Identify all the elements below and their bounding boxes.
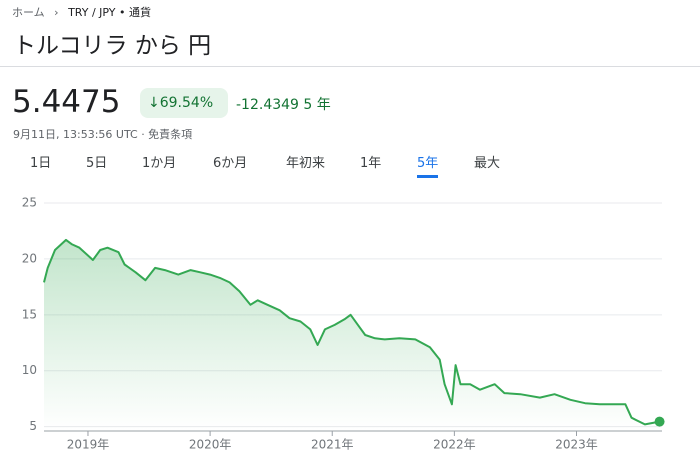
- down-arrow: ↓: [148, 95, 160, 111]
- breadcrumb-current: TRY / JPY • 通貨: [68, 6, 151, 19]
- change-badge: ↓69.54%: [140, 88, 228, 118]
- x-tick-label: 2019年: [67, 438, 110, 452]
- range-tab[interactable]: 年初来: [286, 156, 326, 171]
- area-fill: [44, 239, 660, 430]
- change-value: -12.4349: [236, 97, 299, 113]
- y-tick-label: 20: [22, 251, 37, 265]
- tab-bar: 1日 5日 1か月 6か月 年初来 1年 5年 最大: [0, 152, 700, 178]
- range-tab[interactable]: 最大: [474, 156, 501, 171]
- range-tab[interactable]: 1年: [360, 156, 382, 171]
- chevron: ›: [54, 6, 59, 19]
- timestamp: 9月11日, 13:53:56 UTC · 免責条項: [13, 128, 193, 141]
- x-tick-label: 2020年: [189, 438, 232, 452]
- x-tick-label: 2021年: [311, 438, 354, 452]
- change-period: 5 年: [303, 97, 331, 113]
- price-line: [43, 238, 660, 426]
- y-tick-label: 10: [22, 363, 37, 377]
- range-tab[interactable]: 5日: [86, 156, 108, 171]
- range-tab[interactable]: 1か月: [142, 156, 177, 171]
- y-tick-label: 5: [29, 419, 37, 433]
- y-tick-label: 25: [22, 196, 37, 210]
- breadcrumb-home[interactable]: ホーム: [12, 6, 45, 19]
- y-tick-label: 15: [22, 307, 37, 321]
- change-row: -12.4349 5 年: [236, 94, 331, 114]
- range-tab[interactable]: 1日: [30, 156, 52, 171]
- page-title: トルコリラ から 円: [13, 33, 212, 59]
- x-tick-label: 2023年: [555, 438, 598, 452]
- price: 5.4475: [12, 84, 121, 120]
- change-percent: 69.54%: [159, 95, 214, 111]
- breadcrumb: ホーム › TRY / JPY • 通貨: [12, 4, 151, 20]
- range-tab[interactable]: 6か月: [213, 156, 248, 171]
- last-point: [654, 416, 665, 427]
- divider: [0, 66, 700, 67]
- x-tick-label: 2022年: [433, 438, 476, 452]
- range-tab[interactable]: 5年: [417, 152, 439, 178]
